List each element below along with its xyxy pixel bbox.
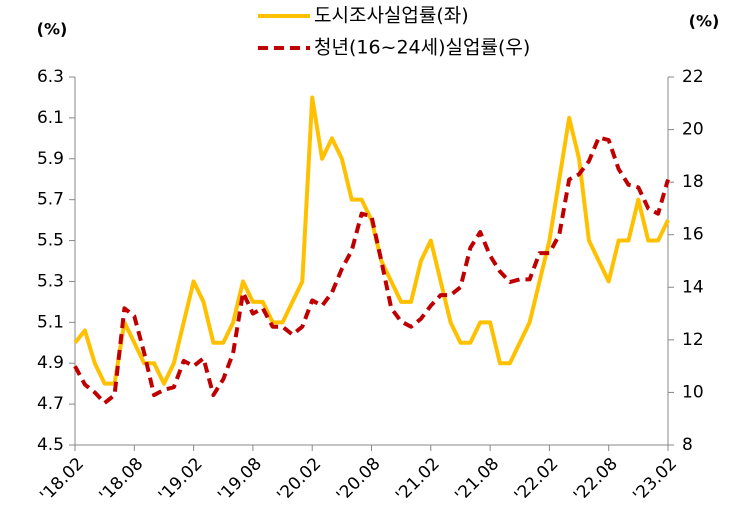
x-tick-label: '21.08 xyxy=(451,454,503,506)
series-line xyxy=(73,135,670,405)
y-tick-label: 5.5 xyxy=(37,231,64,251)
y2-tick-label: 14 xyxy=(682,277,704,297)
x-tick-label: '22.02 xyxy=(511,454,563,506)
y2-tick-label: 8 xyxy=(682,435,693,455)
x-tick-label: '23.02 xyxy=(629,454,681,506)
y2-tick-label: 12 xyxy=(682,330,704,350)
y2-axis-label: (%) xyxy=(689,12,720,31)
y-tick-label: 5.1 xyxy=(37,312,64,332)
x-tick-label: '22.08 xyxy=(570,454,622,506)
y-tick-label: 4.7 xyxy=(37,394,64,414)
y-tick-label: 5.9 xyxy=(37,149,64,169)
y-tick-label: 5.7 xyxy=(37,190,64,210)
x-tick-label: '19.08 xyxy=(214,454,266,506)
y-tick-label: 6.1 xyxy=(37,108,64,128)
y2-tick-label: 18 xyxy=(682,172,704,192)
series-line xyxy=(73,95,670,386)
x-tick-label: '21.02 xyxy=(392,454,444,506)
y-tick-label: 4.5 xyxy=(37,435,64,455)
x-tick-label: '19.02 xyxy=(155,454,207,506)
y2-tick-label: 22 xyxy=(682,67,704,87)
legend-label: 청년(16~24세)실업률(우) xyxy=(314,37,530,59)
y-tick-label: 6.3 xyxy=(37,67,64,87)
y-tick-label: 5.3 xyxy=(37,271,64,291)
x-tick-label: '20.08 xyxy=(333,454,385,506)
x-tick-label: '18.02 xyxy=(36,454,88,506)
y-axis-label: (%) xyxy=(37,20,68,39)
y2-tick-label: 10 xyxy=(682,382,704,402)
y2-tick-label: 20 xyxy=(682,120,704,140)
legend-label: 도시조사실업률(좌) xyxy=(314,5,469,27)
x-tick-label: '20.02 xyxy=(273,454,325,506)
y-tick-label: 4.9 xyxy=(37,353,64,373)
x-tick-label: '18.08 xyxy=(96,454,148,506)
y2-tick-label: 16 xyxy=(682,225,704,245)
